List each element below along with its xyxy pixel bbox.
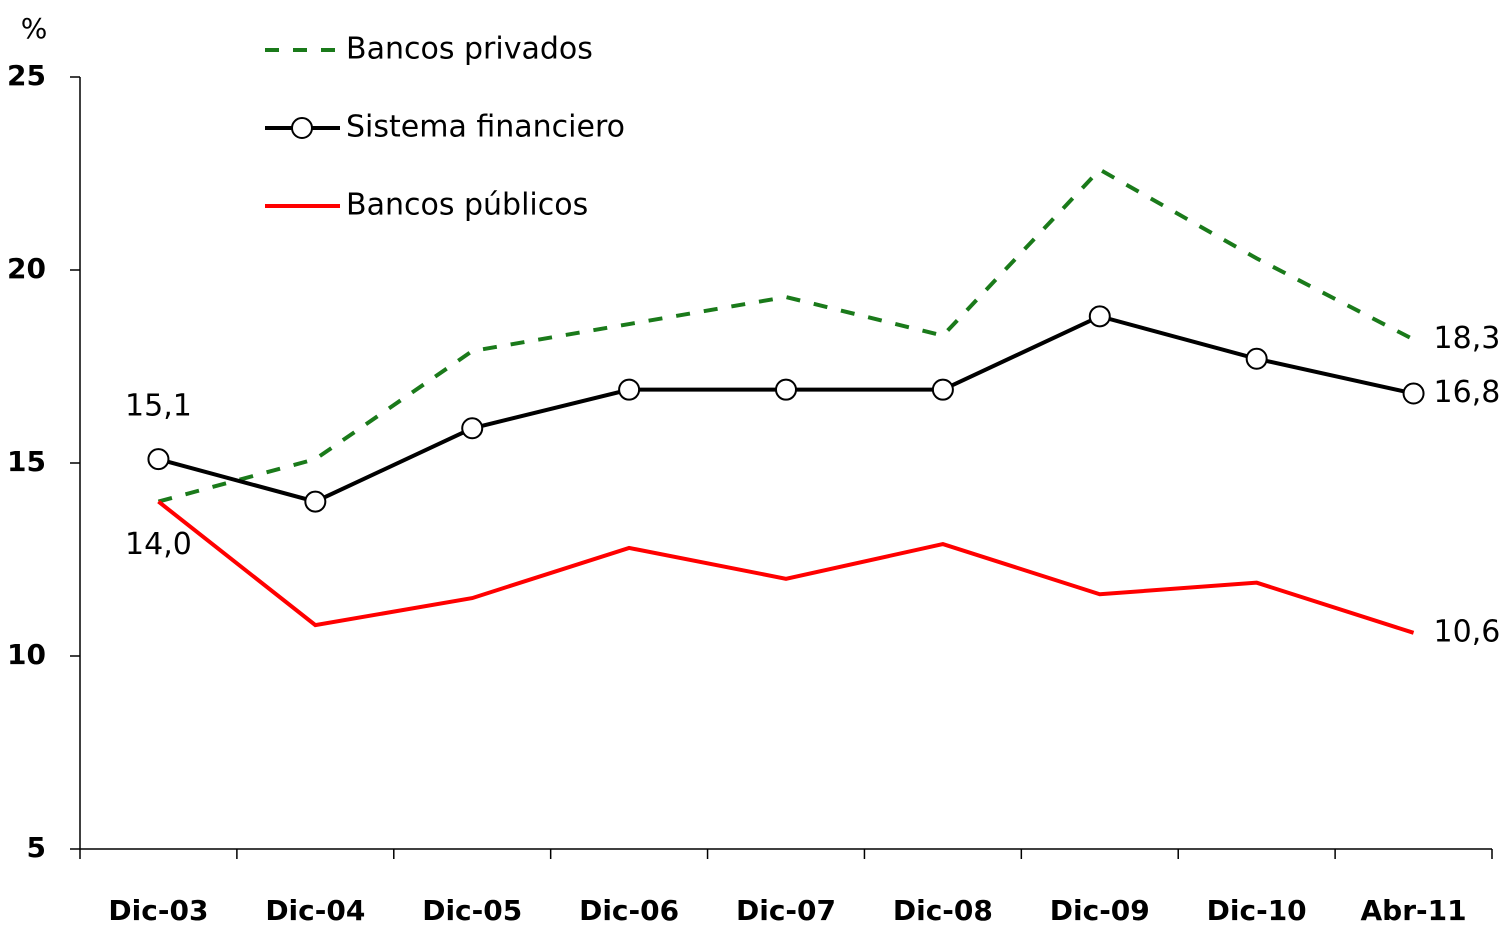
data-label: 16,8 <box>1434 375 1501 410</box>
x-tick-label: Dic-03 <box>108 894 208 927</box>
x-tick-label: Dic-09 <box>1050 894 1150 927</box>
point <box>931 378 954 401</box>
x-tick-label: Abr-11 <box>1361 894 1467 927</box>
point <box>775 378 797 401</box>
x-tick-label: Dic-06 <box>579 894 679 927</box>
series-line <box>157 314 1414 504</box>
point <box>1245 347 1268 370</box>
point <box>1402 382 1425 405</box>
series-line <box>157 500 1415 635</box>
y-tick-label: 25 <box>7 59 46 92</box>
x-tick-label: Dic-10 <box>1207 894 1307 927</box>
series-line <box>157 167 1415 504</box>
point <box>1088 305 1111 328</box>
data-label: 18,3 <box>1434 321 1501 356</box>
x-tick-label: Dic-07 <box>736 894 836 927</box>
y-axis-label: % <box>21 12 48 45</box>
point <box>461 417 484 440</box>
x-tick-label: Dic-08 <box>893 894 993 927</box>
point <box>147 448 170 471</box>
data-label: 14,0 <box>125 527 192 562</box>
y-tick-label: 10 <box>7 638 46 671</box>
x-tick-label: Dic-05 <box>422 894 522 927</box>
legend-marker <box>291 117 313 139</box>
point <box>304 490 327 513</box>
y-tick-label: 20 <box>7 252 46 285</box>
data-label: 15,1 <box>125 389 192 424</box>
legend-label: Bancos públicos <box>346 188 588 223</box>
x-tick-label: Dic-04 <box>265 894 365 927</box>
legend-label: Bancos privados <box>346 32 593 67</box>
y-tick-label: 5 <box>27 831 46 864</box>
legend-label: Sistema financiero <box>346 110 625 145</box>
point <box>618 378 641 401</box>
data-label: 10,6 <box>1434 614 1501 649</box>
y-tick-label: 15 <box>7 445 46 478</box>
